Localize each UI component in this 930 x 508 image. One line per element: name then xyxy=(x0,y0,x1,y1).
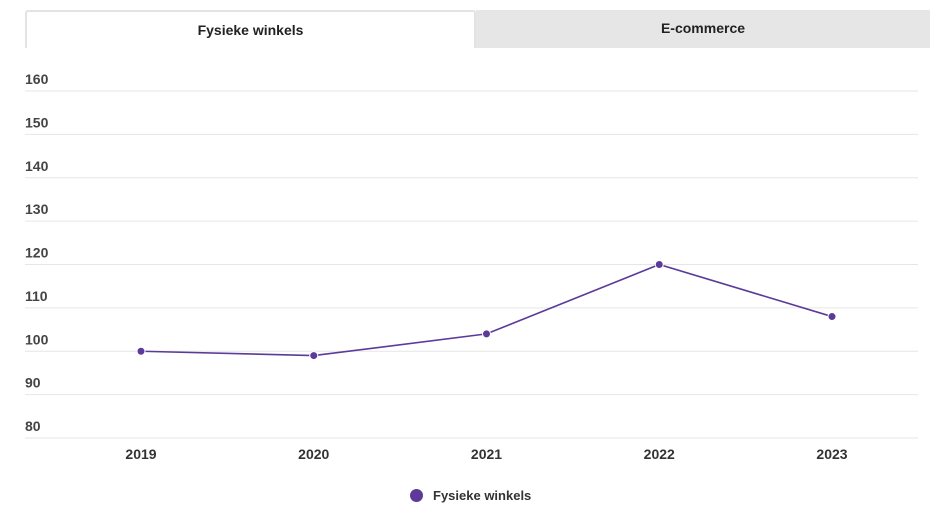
gridlines xyxy=(25,90,918,439)
x-tick-label: 2023 xyxy=(816,446,847,462)
tab-fysieke-winkels[interactable]: Fysieke winkels xyxy=(25,10,476,48)
y-axis-ticks: 80 90 100 110 120 130 140 150 160 xyxy=(25,71,49,434)
data-point[interactable] xyxy=(136,346,146,356)
x-axis-ticks: 2019 2020 2021 2022 2023 xyxy=(125,446,847,462)
x-tick-label: 2020 xyxy=(298,446,329,462)
y-tick-label: 150 xyxy=(25,114,49,130)
series-line xyxy=(140,263,833,357)
legend[interactable]: Fysieke winkels xyxy=(410,488,531,503)
y-tick-label: 90 xyxy=(25,375,41,391)
y-tick-label: 140 xyxy=(25,158,49,174)
y-tick-label: 160 xyxy=(25,71,49,87)
y-tick-label: 100 xyxy=(25,331,49,347)
data-point[interactable] xyxy=(309,351,319,361)
data-point[interactable] xyxy=(654,260,664,269)
x-tick-label: 2019 xyxy=(125,446,156,462)
y-tick-label: 80 xyxy=(25,418,41,434)
x-tick-label: 2022 xyxy=(644,446,675,462)
data-point[interactable] xyxy=(827,312,837,322)
x-tick-label: 2021 xyxy=(471,446,502,462)
data-point[interactable] xyxy=(482,329,491,339)
y-tick-label: 130 xyxy=(25,201,49,217)
y-tick-label: 120 xyxy=(25,245,49,261)
series-fysieke-winkels xyxy=(136,260,837,361)
circle-marker-icon xyxy=(410,489,423,502)
y-tick-label: 110 xyxy=(25,288,48,304)
tab-bar: Fysieke winkels E-commerce xyxy=(25,10,930,48)
tab-e-commerce[interactable]: E-commerce xyxy=(476,10,930,48)
legend-label: Fysieke winkels xyxy=(433,488,532,503)
